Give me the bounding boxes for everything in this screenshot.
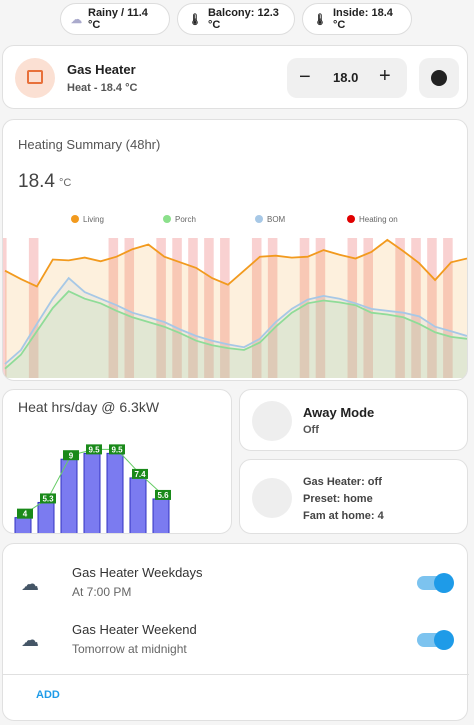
away-title: Away Mode — [303, 405, 375, 420]
legend-swatch — [255, 215, 263, 223]
value-label: 7.4 — [134, 470, 146, 479]
value-label-bg — [109, 444, 125, 455]
series-line — [4, 290, 467, 370]
heating-band — [411, 238, 421, 378]
value-label: 9.5 — [88, 445, 100, 454]
away-state: Off — [303, 424, 319, 436]
value-label: 5.6 — [157, 491, 169, 500]
value-label-bg — [40, 493, 56, 504]
status-line: Preset: home — [303, 493, 373, 505]
heating-band — [347, 238, 358, 378]
decrease-button[interactable]: − — [299, 66, 311, 88]
chip-label: Balcony: 12.3 °C — [207, 7, 279, 31]
series-area — [5, 239, 467, 378]
heating-band — [3, 238, 7, 378]
thermostat-name: Gas Heater — [67, 62, 136, 77]
heat-hours-chart: 4 5.3 9 9.5 9.5 7.4 5.6 — [14, 444, 171, 533]
chip-label: Inside: 18.4 °C — [332, 7, 393, 31]
value-label: 9.5 — [111, 445, 123, 454]
balcony-chip[interactable]: 🌡 Balcony: 12.3 °C — [177, 3, 295, 35]
schedule-toggle[interactable] — [417, 573, 454, 593]
bar — [37, 501, 55, 533]
schedule-time: At 7:00 PM — [72, 585, 132, 599]
value-label-bg — [86, 444, 102, 455]
current-unit: °C — [59, 177, 72, 189]
heating-band — [251, 238, 262, 378]
heating-band — [188, 238, 198, 378]
heating-band — [172, 238, 182, 378]
heating-band — [124, 238, 135, 378]
legend-swatch — [71, 215, 79, 223]
heating-band — [443, 238, 453, 378]
status-lines: Gas Heater: off Preset: home Fam at home… — [303, 474, 384, 525]
setpoint-control: − 18.0 + — [287, 58, 407, 98]
legend-label: BOM — [267, 215, 286, 224]
heater-icon — [15, 58, 55, 98]
summary-title: Heating Summary (48hr) — [18, 137, 161, 152]
legend-label: Living — [83, 215, 104, 224]
bar — [14, 517, 32, 533]
thermostat-state: Heat - 18.4 °C — [67, 82, 138, 94]
increase-button[interactable]: + — [379, 65, 391, 87]
chip-label: Rainy / 11.4 °C — [88, 7, 148, 31]
setpoint: 18.0 — [333, 70, 359, 85]
heating-band — [204, 238, 214, 378]
away-icon — [252, 401, 292, 441]
bar — [152, 498, 170, 533]
heating-band — [28, 238, 39, 378]
heat-hours-title: Heat hrs/day @ 6.3kW — [18, 399, 160, 415]
heating-band — [108, 238, 119, 378]
away-mode-card[interactable]: Away Mode Off — [239, 389, 468, 451]
heating-band — [395, 238, 405, 378]
schedule-time: Tomorrow at midnight — [72, 642, 187, 656]
heating-band — [427, 238, 437, 378]
legend-swatch — [163, 215, 171, 223]
heating-band — [156, 238, 166, 378]
heating-band — [267, 238, 278, 378]
value-label: 9 — [69, 451, 74, 460]
status-card: Gas Heater: off Preset: home Fam at home… — [239, 459, 468, 534]
legend-swatch — [347, 215, 355, 223]
bar — [129, 477, 147, 533]
weather-chip[interactable]: ☁ Rainy / 11.4 °C — [60, 3, 170, 35]
status-line: Fam at home: 4 — [303, 510, 384, 522]
mode-glyph — [431, 70, 447, 86]
mode-button[interactable] — [419, 58, 459, 98]
schedule-name: Gas Heater Weekend — [72, 622, 197, 637]
value-label-bg — [155, 489, 171, 500]
value-label: 4 — [23, 510, 28, 519]
value-label-bg — [63, 450, 79, 461]
value-label: 5.3 — [42, 495, 54, 504]
value-label-bg — [17, 508, 33, 519]
schedules-card: ☁ Gas Heater Weekdays At 7:00 PM ☁ Gas H… — [2, 543, 469, 721]
heater-glyph — [27, 70, 43, 84]
schedule-icon: ☁ — [21, 574, 39, 594]
status-icon — [252, 478, 292, 518]
inside-chip[interactable]: 🌡 Inside: 18.4 °C — [302, 3, 412, 35]
current-temp: 18.4 — [18, 171, 55, 192]
legend-label: Porch — [175, 215, 196, 224]
heating-band — [315, 238, 326, 378]
schedule-icon: ☁ — [21, 630, 39, 650]
legend-label: Heating on — [359, 215, 398, 224]
heating-band — [220, 238, 230, 378]
schedule-name: Gas Heater Weekdays — [72, 565, 203, 580]
heating-band — [299, 238, 310, 378]
summary-chart: Living Porch BOM Heating on — [3, 215, 467, 378]
heating-summary-card: Heating Summary (48hr) 18.4 °C Living Por… — [2, 119, 468, 381]
divider — [3, 674, 469, 675]
bar — [106, 452, 124, 533]
schedule-toggle[interactable] — [417, 630, 454, 650]
value-label-bg — [132, 468, 148, 479]
bar — [83, 452, 101, 533]
status-line: Gas Heater: off — [303, 476, 382, 488]
series-line — [4, 276, 467, 365]
add-button[interactable]: ADD — [36, 689, 60, 701]
series-line — [4, 238, 467, 288]
heat-hours-card: Heat hrs/day @ 6.3kW 4 5.3 9 9.5 9.5 7.4 5.6 — [2, 389, 232, 534]
thermostat-card[interactable]: Gas Heater Heat - 18.4 °C − 18.0 + — [2, 45, 468, 109]
